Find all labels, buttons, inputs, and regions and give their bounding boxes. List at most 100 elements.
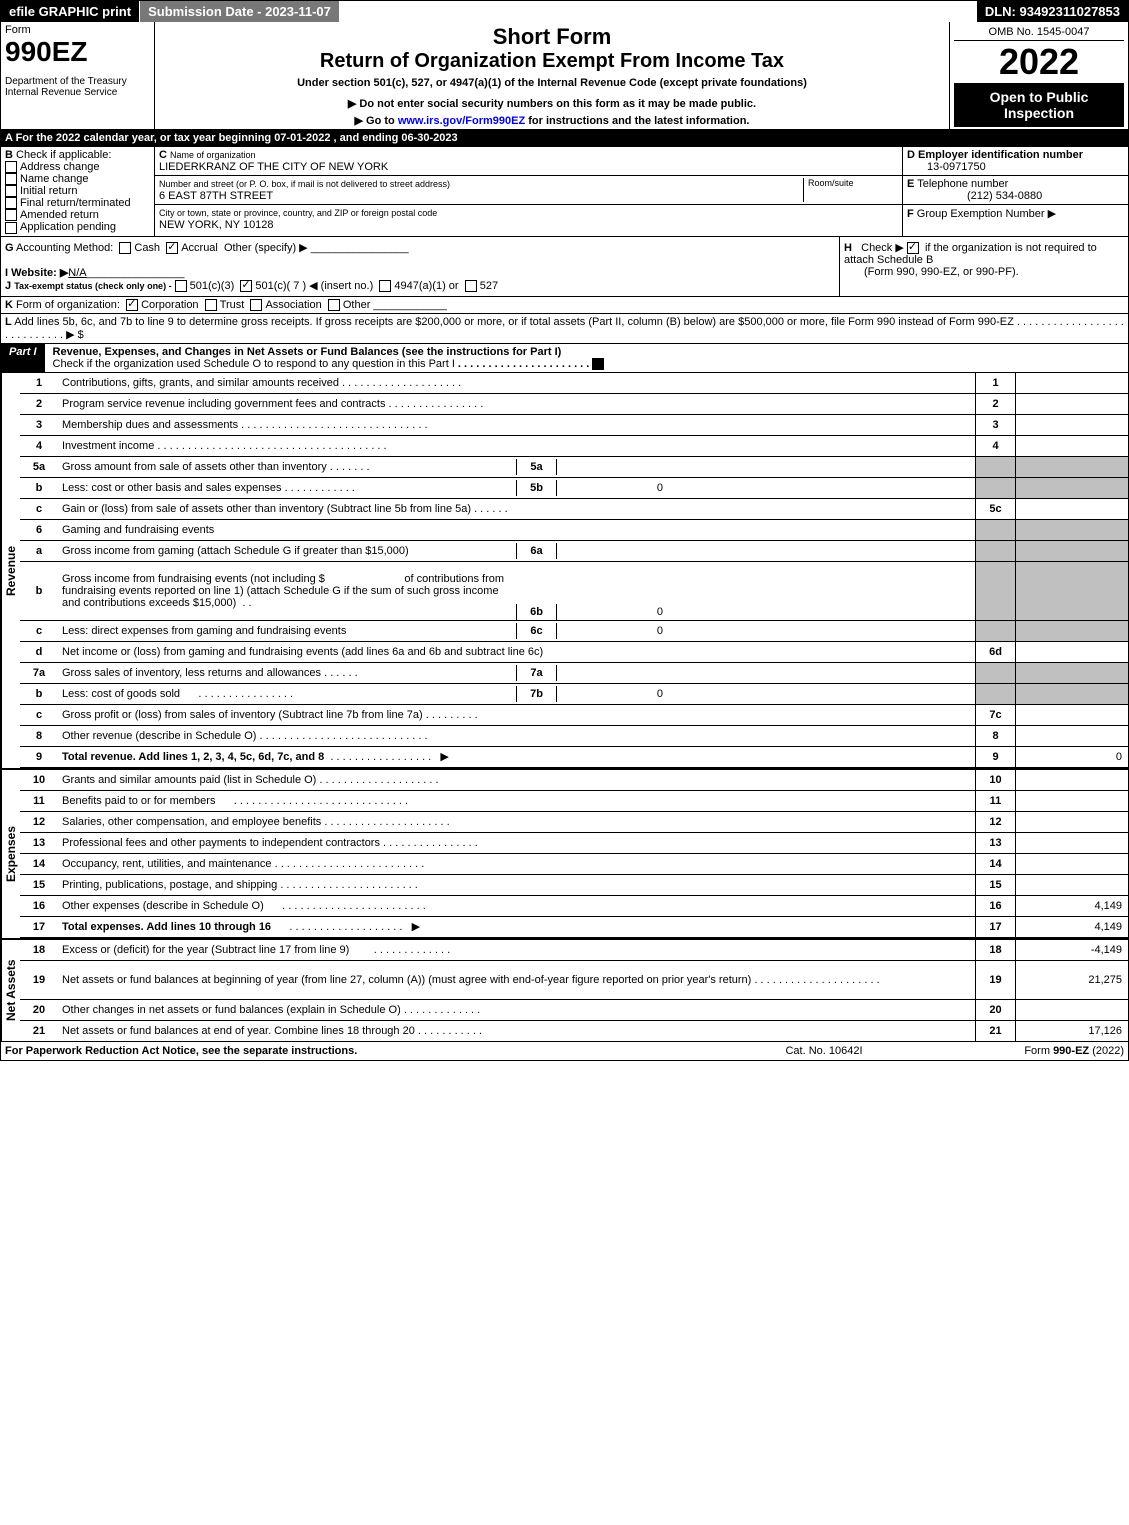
tel-value: (212) 534-0880 (907, 190, 1042, 202)
checkbox-association[interactable] (250, 299, 262, 311)
line-20-amt (1015, 1000, 1128, 1020)
line-7b-desc: Less: cost of goods sold (62, 688, 180, 700)
checkbox-initial-return[interactable] (5, 185, 17, 197)
checkbox-4947[interactable] (379, 280, 391, 292)
line-7a-sub: 7a (516, 665, 557, 681)
line-2-desc: Program service revenue including govern… (62, 398, 385, 410)
b-checkif: Check if applicable: (16, 149, 111, 161)
i-label: I (5, 267, 8, 279)
f-label: F (907, 208, 914, 220)
line-7c-desc: Gross profit or (loss) from sales of inv… (62, 709, 423, 721)
form-number: 990EZ (5, 36, 150, 68)
line-20-desc: Other changes in net assets or fund bala… (62, 1004, 401, 1016)
line-14: 14 Occupancy, rent, utilities, and maint… (20, 854, 1128, 875)
line-5b-desc: Less: cost or other basis and sales expe… (62, 482, 282, 494)
line-6d-amt (1015, 642, 1128, 662)
line-5c: c Gain or (loss) from sale of assets oth… (20, 499, 1128, 520)
ein-value: 13-0971750 (907, 161, 986, 173)
line-5a-desc: Gross amount from sale of assets other t… (62, 461, 327, 473)
line-15-boxnum: 15 (975, 875, 1015, 895)
b-label: B (5, 149, 13, 161)
checkbox-name-change[interactable] (5, 173, 17, 185)
k-assoc: Association (265, 299, 321, 311)
line-12-amt (1015, 812, 1128, 832)
line-12-boxnum: 12 (975, 812, 1015, 832)
line-7a-desc: Gross sales of inventory, less returns a… (62, 667, 321, 679)
line-16-desc: Other expenses (describe in Schedule O) (62, 900, 264, 912)
form-label: Form (5, 24, 150, 36)
line-6c-desc: Less: direct expenses from gaming and fu… (62, 625, 346, 637)
c-city-label: City or town, state or province, country… (159, 208, 437, 218)
line-18: 18 Excess or (deficit) for the year (Sub… (20, 940, 1128, 961)
line-14-desc: Occupancy, rent, utilities, and maintena… (62, 858, 272, 870)
j-opt4: 527 (480, 280, 498, 292)
line-18-boxnum: 18 (975, 940, 1015, 960)
line-6a-graybox (1015, 541, 1128, 561)
c-name-label: Name of organization (170, 150, 256, 160)
d-label: D (907, 149, 915, 161)
line-9: 9 Total revenue. Add lines 1, 2, 3, 4, 5… (20, 747, 1128, 768)
checkbox-application-pending[interactable] (5, 222, 17, 234)
checkbox-schedule-b[interactable] (907, 242, 919, 254)
revenue-section: Revenue 1 Contributions, gifts, grants, … (1, 373, 1128, 768)
irs-link[interactable]: www.irs.gov/Form990EZ (398, 115, 525, 127)
checkbox-527[interactable] (465, 280, 477, 292)
line-8-desc: Other revenue (describe in Schedule O) (62, 730, 256, 742)
line-7a: 7a Gross sales of inventory, less return… (20, 663, 1128, 684)
line-5a-sub: 5a (516, 459, 557, 475)
checkbox-trust[interactable] (205, 299, 217, 311)
b-item-0: Address change (20, 161, 100, 173)
line-15: 15 Printing, publications, postage, and … (20, 875, 1128, 896)
line-5b-sub: 5b (516, 480, 557, 496)
line-6c-gray (975, 621, 1015, 641)
goto-link[interactable]: ▶ Go to www.irs.gov/Form990EZ for instru… (163, 114, 941, 127)
section-h: H Check ▶ if the organization is not req… (839, 237, 1128, 296)
checkbox-address-change[interactable] (5, 161, 17, 173)
checkbox-schedule-o[interactable] (592, 358, 604, 370)
netassets-section: Net Assets 18 Excess or (deficit) for th… (1, 938, 1128, 1041)
line-6: 6 Gaming and fundraising events (20, 520, 1128, 541)
b-item-2: Initial return (20, 185, 77, 197)
checkbox-cash[interactable] (119, 242, 131, 254)
omb-number: OMB No. 1545-0047 (954, 24, 1124, 41)
line-6b-sub: 6b (516, 604, 557, 620)
line-5b-subamt: 0 (557, 480, 669, 496)
line-6-desc: Gaming and fundraising events (58, 522, 975, 538)
org-street: 6 EAST 87TH STREET (159, 190, 273, 202)
checkbox-other-org[interactable] (328, 299, 340, 311)
part-1-title-text: Revenue, Expenses, and Changes in Net As… (53, 346, 562, 358)
org-city: NEW YORK, NY 10128 (159, 219, 274, 231)
return-title: Return of Organization Exempt From Incom… (163, 50, 941, 73)
line-1: 1 Contributions, gifts, grants, and simi… (20, 373, 1128, 394)
k-corp: Corporation (141, 299, 198, 311)
f-group-label: Group Exemption Number (917, 208, 1045, 220)
checkbox-accrual[interactable] (166, 242, 178, 254)
checkbox-amended-return[interactable] (5, 209, 17, 221)
line-2-amt (1015, 394, 1128, 414)
line-6a-desc: Gross income from gaming (attach Schedul… (62, 545, 409, 557)
form-footer: For Paperwork Reduction Act Notice, see … (1, 1041, 1128, 1060)
b-item-4: Amended return (20, 209, 99, 221)
checkbox-501c[interactable] (240, 280, 252, 292)
line-20: 20 Other changes in net assets or fund b… (20, 1000, 1128, 1021)
line-7b: b Less: cost of goods sold . . . . . . .… (20, 684, 1128, 705)
line-7b-graybox (1015, 684, 1128, 704)
line-10-desc: Grants and similar amounts paid (list in… (62, 774, 316, 786)
line-6-graybox (1015, 520, 1128, 540)
line-6a-gray (975, 541, 1015, 561)
expenses-section: Expenses 10 Grants and similar amounts p… (1, 768, 1128, 938)
b-item-1: Name change (20, 173, 89, 185)
checkbox-501c3[interactable] (175, 280, 187, 292)
part-1-header: Part I Revenue, Expenses, and Changes in… (1, 344, 1128, 373)
line-17-arrow: ▶ (412, 921, 420, 933)
line-7a-gray (975, 663, 1015, 683)
form-container: efile GRAPHIC print Submission Date - 20… (0, 0, 1129, 1061)
line-21-amt: 17,126 (1015, 1021, 1128, 1041)
checkbox-final-return[interactable] (5, 197, 17, 209)
line-7a-graybox (1015, 663, 1128, 683)
line-3: 3 Membership dues and assessments . . . … (20, 415, 1128, 436)
line-17-desc: Total expenses. Add lines 10 through 16 (62, 921, 271, 933)
checkbox-corporation[interactable] (126, 299, 138, 311)
j-opt2: 501(c)( 7 ) ◀ (insert no.) (255, 280, 373, 292)
e-label: E (907, 178, 914, 190)
